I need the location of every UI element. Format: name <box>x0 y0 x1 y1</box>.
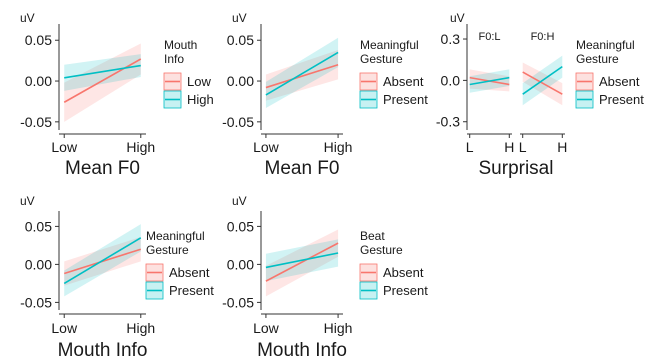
series-line-low <box>63 58 142 103</box>
legend-label: Absent <box>383 265 424 280</box>
panel-row2-col2: uV -0.05 0.00 0.05 Low High Mouth Info BeatGest… <box>222 194 428 360</box>
x-tick-label: Low <box>253 139 280 155</box>
y-tick-label: 0.00 <box>25 256 52 272</box>
legend-item: Absent <box>575 72 640 91</box>
plot-area: Low High <box>253 37 353 155</box>
series-line-present <box>63 237 142 285</box>
series-line-present <box>469 76 510 86</box>
x-tick-label: High <box>126 139 155 155</box>
x-tick-label: H <box>557 139 567 155</box>
x-tick-label: High <box>324 139 353 155</box>
y-tick-label: 0.05 <box>25 32 52 48</box>
x-axis-title: Mouth Info <box>58 340 148 360</box>
legend-label: Present <box>169 283 214 298</box>
legend-item: Absent <box>359 263 424 282</box>
legend-label: Absent <box>383 74 424 89</box>
y-tick-label: 0.05 <box>227 218 254 234</box>
y-tick-label: 0.05 <box>25 218 52 234</box>
x-tick-label: High <box>324 320 353 336</box>
y-unit-label: uV <box>450 11 465 25</box>
legend-title: Gesture <box>360 52 403 66</box>
y-tick-label: 0.3 <box>441 31 461 47</box>
y-tick-label: 0.00 <box>227 256 254 272</box>
y-unit-label: uV <box>232 194 247 208</box>
panel-row1-col3: uV-0.30.00.3 F0:LL HF0:HL HSurprisalMeaning… <box>436 11 644 179</box>
x-tick-label: High <box>126 320 155 336</box>
legend-item: Absent <box>359 72 424 91</box>
series-line-present <box>265 252 339 269</box>
series-line-present <box>265 51 339 96</box>
x-axis-title: Surprisal <box>479 158 554 179</box>
panel-row1-col2: uV -0.05 0.00 0.05 Low High Mean F0 MeaningfulG… <box>222 11 428 179</box>
legend-item: High <box>163 90 214 109</box>
y-tick-label: 0.0 <box>441 72 461 88</box>
x-tick-label: H <box>504 139 514 155</box>
y-tick-label: -0.05 <box>20 114 52 130</box>
panel-row2-col1: uV -0.05 0.00 0.05 Low High Mouth Info Meaningf… <box>20 194 214 360</box>
plot-area: Low High <box>51 224 155 336</box>
legend-title: Meaningful <box>576 38 635 52</box>
legend-title: Gesture <box>360 243 403 257</box>
legend-title: Info <box>164 52 184 66</box>
legend-title: Beat <box>360 229 385 243</box>
legend-item: Present <box>145 281 214 300</box>
y-tick-label: 0.00 <box>227 73 254 89</box>
series-line-present <box>522 65 563 95</box>
series-line-absent <box>265 63 339 89</box>
legend-label: High <box>187 92 214 107</box>
legend-label: Absent <box>599 74 640 89</box>
legend-title: Gesture <box>576 52 619 66</box>
x-tick-label: Low <box>51 139 78 155</box>
y-tick-label: 0.00 <box>25 73 52 89</box>
series-line-absent <box>522 71 563 95</box>
y-tick-label: -0.05 <box>20 294 52 310</box>
y-unit-label: uV <box>20 11 35 25</box>
facet-strip-label: F0:L <box>478 31 500 43</box>
legend-item: Present <box>359 281 428 300</box>
y-unit-label: uV <box>232 11 247 25</box>
legend-label: Present <box>599 92 644 107</box>
y-unit-label: uV <box>20 194 35 208</box>
legend-label: Present <box>383 283 428 298</box>
legend-label: Absent <box>169 265 210 280</box>
y-tick-label: -0.3 <box>436 114 460 130</box>
legend-item: Absent <box>145 263 210 282</box>
ci-ribbon-high <box>64 54 141 91</box>
y-tick-label: -0.05 <box>222 294 254 310</box>
legend-title: Meaningful <box>360 38 419 52</box>
legend-title: Gesture <box>146 243 189 257</box>
ci-ribbon-low <box>64 43 141 122</box>
facet-1: F0:L L H <box>466 31 515 155</box>
y-tick-label: 0.05 <box>227 32 254 48</box>
legend-label: Present <box>383 92 428 107</box>
plot-area: Low High <box>51 43 155 155</box>
x-axis-title: Mouth Info <box>257 340 347 360</box>
series-line-absent <box>265 242 339 282</box>
plot-area: Low High <box>253 229 352 336</box>
x-tick-label: Low <box>253 320 280 336</box>
legend-title: Mouth <box>164 38 197 52</box>
y-tick-label: -0.05 <box>222 114 254 130</box>
facet-2: F0:H L H <box>519 31 568 155</box>
legend-label: Low <box>187 74 211 89</box>
x-axis-title: Mean F0 <box>65 158 140 179</box>
legend-item: Present <box>359 90 428 109</box>
legend-title: Meaningful <box>146 229 205 243</box>
x-tick-label: L <box>519 139 527 155</box>
x-axis-title: Mean F0 <box>265 158 340 179</box>
legend-item: Present <box>575 90 644 109</box>
legend-item: Low <box>163 72 211 91</box>
x-tick-label: Low <box>51 320 78 336</box>
x-tick-label: L <box>466 139 474 155</box>
facet-strip-label: F0:H <box>531 31 555 43</box>
series-line-high <box>64 64 141 79</box>
